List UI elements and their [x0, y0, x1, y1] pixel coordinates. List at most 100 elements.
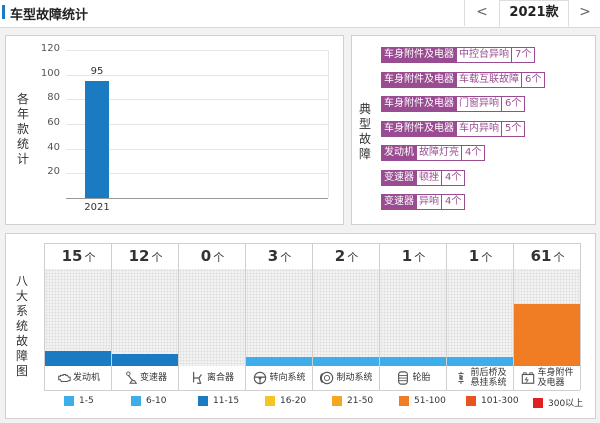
side-label-char: 型 — [358, 117, 371, 131]
fault-tag[interactable]: 变速器 顿挫 4个 — [381, 169, 466, 186]
system-name: 离合器 — [206, 373, 234, 383]
fault-count: 7个 — [512, 47, 536, 63]
legend-label: 21-50 — [347, 396, 374, 406]
column-divider — [446, 243, 447, 390]
side-label-char: 八 — [15, 274, 28, 288]
typical-faults-side-label: 典型故障 — [358, 102, 372, 162]
fault-tag[interactable]: 变速器 异响 4个 — [381, 194, 466, 210]
current-year-tab[interactable]: 2021款 — [499, 0, 569, 27]
system-bar-area — [313, 269, 380, 366]
bar-data-label: 95 — [90, 65, 104, 77]
plot-right-border — [328, 50, 329, 198]
fault-count: 6个 — [502, 96, 526, 112]
column-divider — [178, 243, 179, 390]
fault-description: 车内异响 — [457, 120, 502, 137]
grid-line — [66, 99, 328, 101]
system-count-unit: 个 — [481, 251, 493, 264]
system-count: 15 个 — [45, 243, 112, 269]
y-tick-label: 40 — [47, 141, 60, 153]
y-tick-label: 100 — [40, 67, 60, 79]
system-column[interactable]: 3 个转向系统 — [246, 243, 313, 390]
system-name: 车身附件 及电器 — [537, 368, 574, 388]
grid-line — [66, 148, 328, 150]
fault-tag[interactable]: 车身附件及电器 车内异响 5个 — [381, 120, 526, 137]
fault-tag[interactable]: 发动机 故障灯亮 4个 — [381, 145, 486, 161]
system-count-value: 1 — [401, 247, 413, 265]
fault-category: 发动机 — [381, 145, 417, 161]
legend-label: 11-15 — [213, 396, 240, 406]
year-selector: < 2021款 > — [464, 0, 600, 27]
side-label-char: 大 — [15, 289, 28, 303]
fault-category: 车身附件及电器 — [381, 120, 457, 137]
column-divider — [513, 243, 514, 390]
legend-swatch — [533, 397, 543, 408]
brake-disc-icon — [320, 371, 334, 385]
side-label-char: 故 — [358, 132, 371, 146]
system-count-value: 3 — [267, 247, 279, 265]
legend-swatch — [198, 396, 208, 406]
system-count-value: 15 — [61, 247, 83, 265]
system-name: 制动系统 — [336, 373, 373, 383]
prev-year-button[interactable]: < — [476, 4, 488, 20]
system-column[interactable]: 1 个前后桥及 悬挂系统 — [447, 243, 514, 390]
system-label: 变速器 — [112, 366, 179, 390]
grid-line — [66, 124, 328, 125]
system-column[interactable]: 2 个制动系统 — [313, 243, 380, 390]
fault-description: 车载互联故障 — [457, 71, 522, 88]
system-column[interactable]: 1 个轮胎 — [380, 243, 447, 390]
system-count-value: 2 — [334, 247, 346, 265]
legend-label: 101-300 — [481, 396, 519, 406]
system-label: 车身附件 及电器 — [514, 366, 581, 390]
system-count: 12 个 — [112, 243, 179, 269]
side-label-char: 统 — [15, 319, 28, 333]
legend-swatch — [332, 396, 342, 406]
system-label: 转向系统 — [246, 366, 313, 390]
system-column[interactable]: 15 个发动机 — [45, 243, 112, 390]
system-bar-fill — [112, 354, 179, 366]
typical-faults-panel: 典型故障 车身附件及电器 中控台异响 7个 车身附件及电器 车载互联故障 6个 车身附件及电… — [351, 35, 596, 225]
suspension-icon — [454, 371, 468, 385]
fault-count: 6个 — [522, 71, 546, 88]
column-divider — [111, 243, 112, 390]
system-label: 轮胎 — [380, 366, 447, 390]
system-bar-area — [447, 269, 514, 366]
system-bar-fill — [313, 357, 380, 366]
gear-shift-icon — [124, 371, 138, 385]
x-axis-line — [66, 198, 328, 199]
system-name: 发动机 — [72, 373, 100, 383]
system-name: 变速器 — [139, 373, 167, 383]
fault-category: 变速器 — [381, 194, 417, 210]
fault-tag[interactable]: 车身附件及电器 门窗异响 6个 — [381, 96, 526, 112]
system-name: 转向系统 — [269, 373, 306, 383]
engine-icon — [57, 371, 71, 385]
fault-category: 车身附件及电器 — [381, 47, 457, 63]
system-name: 前后桥及 悬挂系统 — [470, 368, 507, 388]
fault-description: 门窗异响 — [457, 96, 502, 112]
column-divider — [245, 243, 246, 390]
fault-count: 4个 — [442, 169, 466, 186]
fault-tag[interactable]: 车身附件及电器 车载互联故障 6个 — [381, 71, 546, 88]
legend-item: 300以上 — [533, 396, 583, 409]
side-label-char: 统 — [16, 137, 29, 151]
fault-tag[interactable]: 车身附件及电器 中控台异响 7个 — [381, 47, 536, 63]
page-title: 车型故障统计 — [10, 8, 89, 23]
legend-swatch — [131, 396, 141, 406]
legend-item: 21-50 — [332, 396, 373, 406]
systems-top-border — [44, 243, 580, 244]
system-bar-fill — [45, 351, 112, 366]
next-year-button[interactable]: > — [579, 4, 591, 20]
system-column[interactable]: 61 个车身附件 及电器 — [514, 243, 581, 390]
column-divider — [312, 243, 313, 390]
system-bar-area — [179, 269, 246, 366]
system-count-value: 1 — [468, 247, 480, 265]
legend-label: 16-20 — [280, 396, 307, 406]
legend-item: 6-10 — [131, 396, 166, 406]
grid-line — [66, 74, 328, 76]
system-bar-area — [246, 269, 313, 366]
system-column[interactable]: 0 个离合器 — [179, 243, 246, 390]
fault-description: 故障灯亮 — [417, 145, 462, 161]
fault-count: 4个 — [462, 145, 486, 161]
side-label-char: 系 — [15, 304, 28, 318]
system-column[interactable]: 12 个变速器 — [112, 243, 179, 390]
